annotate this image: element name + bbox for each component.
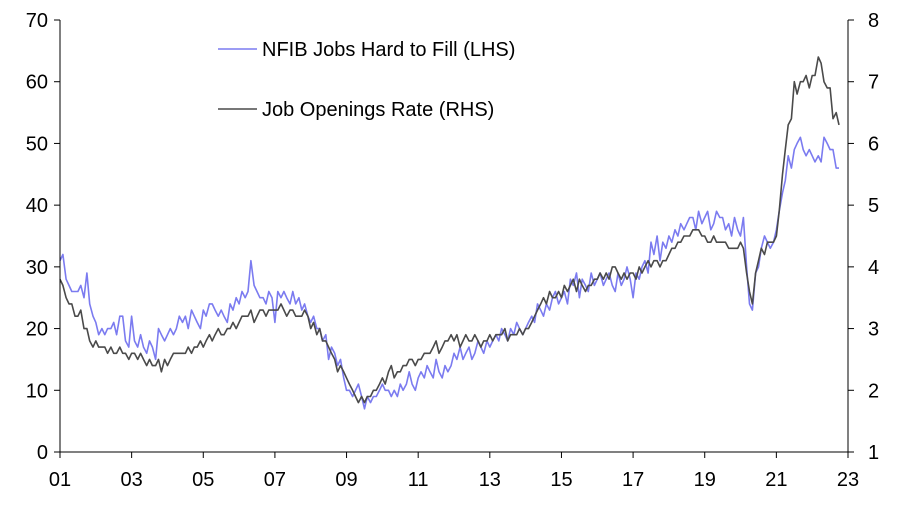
right-tick-label: 8 (868, 10, 879, 32)
x-tick-label: 21 (765, 469, 787, 491)
x-tick-label: 13 (479, 469, 501, 491)
left-tick-label: 50 (26, 133, 48, 155)
legend-label-job-openings: Job Openings Rate (RHS) (262, 99, 494, 121)
right-tick-label: 7 (868, 72, 879, 94)
left-y-ticks: 0 10 20 30 40 50 60 70 (26, 10, 60, 464)
x-tick-label: 15 (550, 469, 572, 491)
left-tick-label: 60 (26, 72, 48, 94)
right-tick-label: 1 (868, 442, 879, 464)
plot-axes (59, 20, 849, 453)
series-line-nfib (59, 136, 839, 410)
right-y-ticks: 1 2 3 4 5 6 7 8 (848, 10, 879, 464)
x-tick-label: 19 (694, 469, 716, 491)
x-tick-label: 23 (837, 469, 859, 491)
series-layer (59, 56, 840, 410)
left-tick-label: 0 (37, 442, 48, 464)
x-tick-label: 01 (49, 469, 71, 491)
legend-item-job-openings: Job Openings Rate (RHS) (218, 99, 494, 121)
left-tick-label: 20 (26, 319, 48, 341)
left-tick-label: 40 (26, 195, 48, 217)
series-line-job-openings (59, 56, 840, 404)
right-tick-label: 5 (868, 195, 879, 217)
x-tick-label: 09 (335, 469, 357, 491)
right-tick-label: 3 (868, 319, 879, 341)
legend-item-nfib: NFIB Jobs Hard to Fill (LHS) (218, 39, 515, 61)
left-tick-label: 30 (26, 257, 48, 279)
right-tick-label: 4 (868, 257, 879, 279)
x-tick-label: 17 (622, 469, 644, 491)
left-tick-label: 70 (26, 10, 48, 32)
x-tick-label: 07 (264, 469, 286, 491)
right-tick-label: 2 (868, 380, 879, 402)
right-tick-label: 6 (868, 133, 879, 155)
x-axis-ticks: 01 03 05 07 09 11 13 15 17 19 21 23 (49, 452, 859, 491)
legend: NFIB Jobs Hard to Fill (LHS) Job Opening… (218, 39, 515, 121)
x-tick-label: 11 (408, 469, 429, 491)
x-tick-label: 03 (121, 469, 143, 491)
legend-label-nfib: NFIB Jobs Hard to Fill (LHS) (262, 39, 515, 61)
left-tick-label: 10 (26, 380, 48, 402)
x-tick-label: 05 (192, 469, 214, 491)
